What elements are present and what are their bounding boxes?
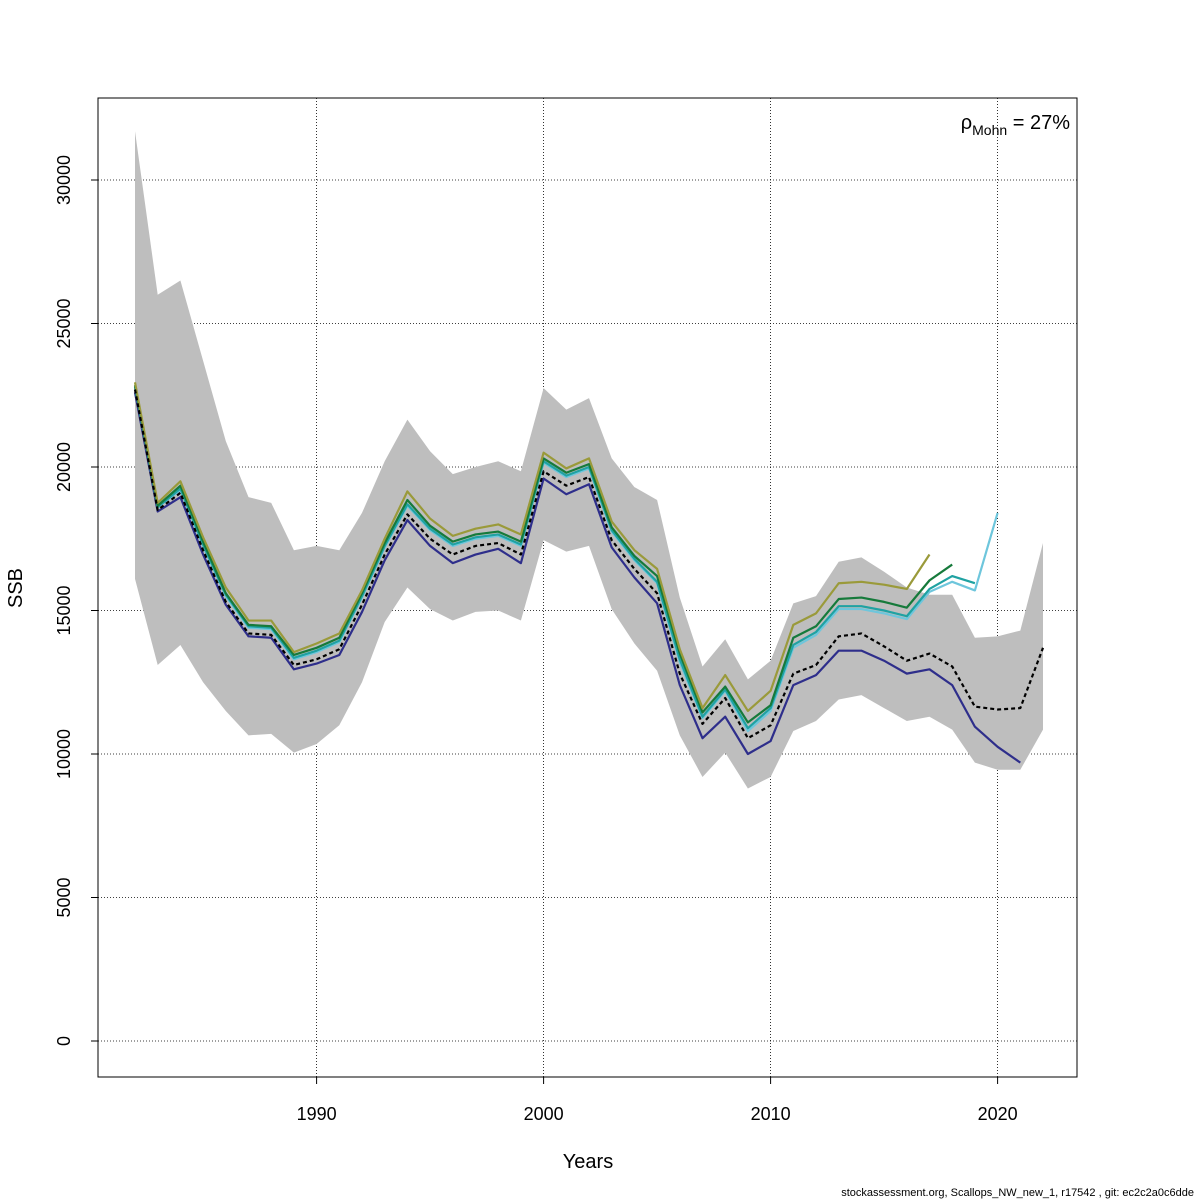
y-tick-label: 15000	[54, 585, 74, 635]
x-tick-label: 2010	[751, 1104, 791, 1124]
y-axis-title: SSB	[5, 568, 27, 608]
series-line-4	[133, 385, 953, 724]
rho-symbol: ρ	[961, 112, 972, 134]
y-tick-label: 30000	[54, 155, 74, 205]
plot-frame	[97, 97, 1078, 1078]
y-tick-label: 10000	[54, 729, 74, 779]
footer-source-text: stockassessment.org, Scallops_NW_new_1, …	[841, 1187, 1194, 1199]
series-line-0	[133, 389, 1045, 740]
series-line-5	[133, 382, 931, 713]
series-lines	[133, 382, 1045, 764]
y-tick-label: 20000	[54, 442, 74, 492]
y-tick-label: 25000	[54, 298, 74, 348]
y-tick-label: 0	[54, 1036, 74, 1046]
rho-value: = 27%	[1007, 112, 1070, 134]
rho-subscript: Mohn	[972, 122, 1007, 138]
y-axis: 0 5000 10000 15000 20000 25000 30000	[54, 155, 98, 1046]
x-tick-label: 2020	[978, 1104, 1018, 1124]
x-tick-label: 1990	[297, 1104, 337, 1124]
mohn-rho-annotation: ρMohn = 27%	[961, 112, 1070, 138]
series-line-1	[133, 392, 1021, 764]
x-axis: 1990 2000 2010 2020	[297, 1077, 1018, 1124]
x-tick-label: 2000	[524, 1104, 564, 1124]
y-tick-label: 5000	[54, 877, 74, 917]
x-axis-title: Years	[563, 1151, 613, 1173]
